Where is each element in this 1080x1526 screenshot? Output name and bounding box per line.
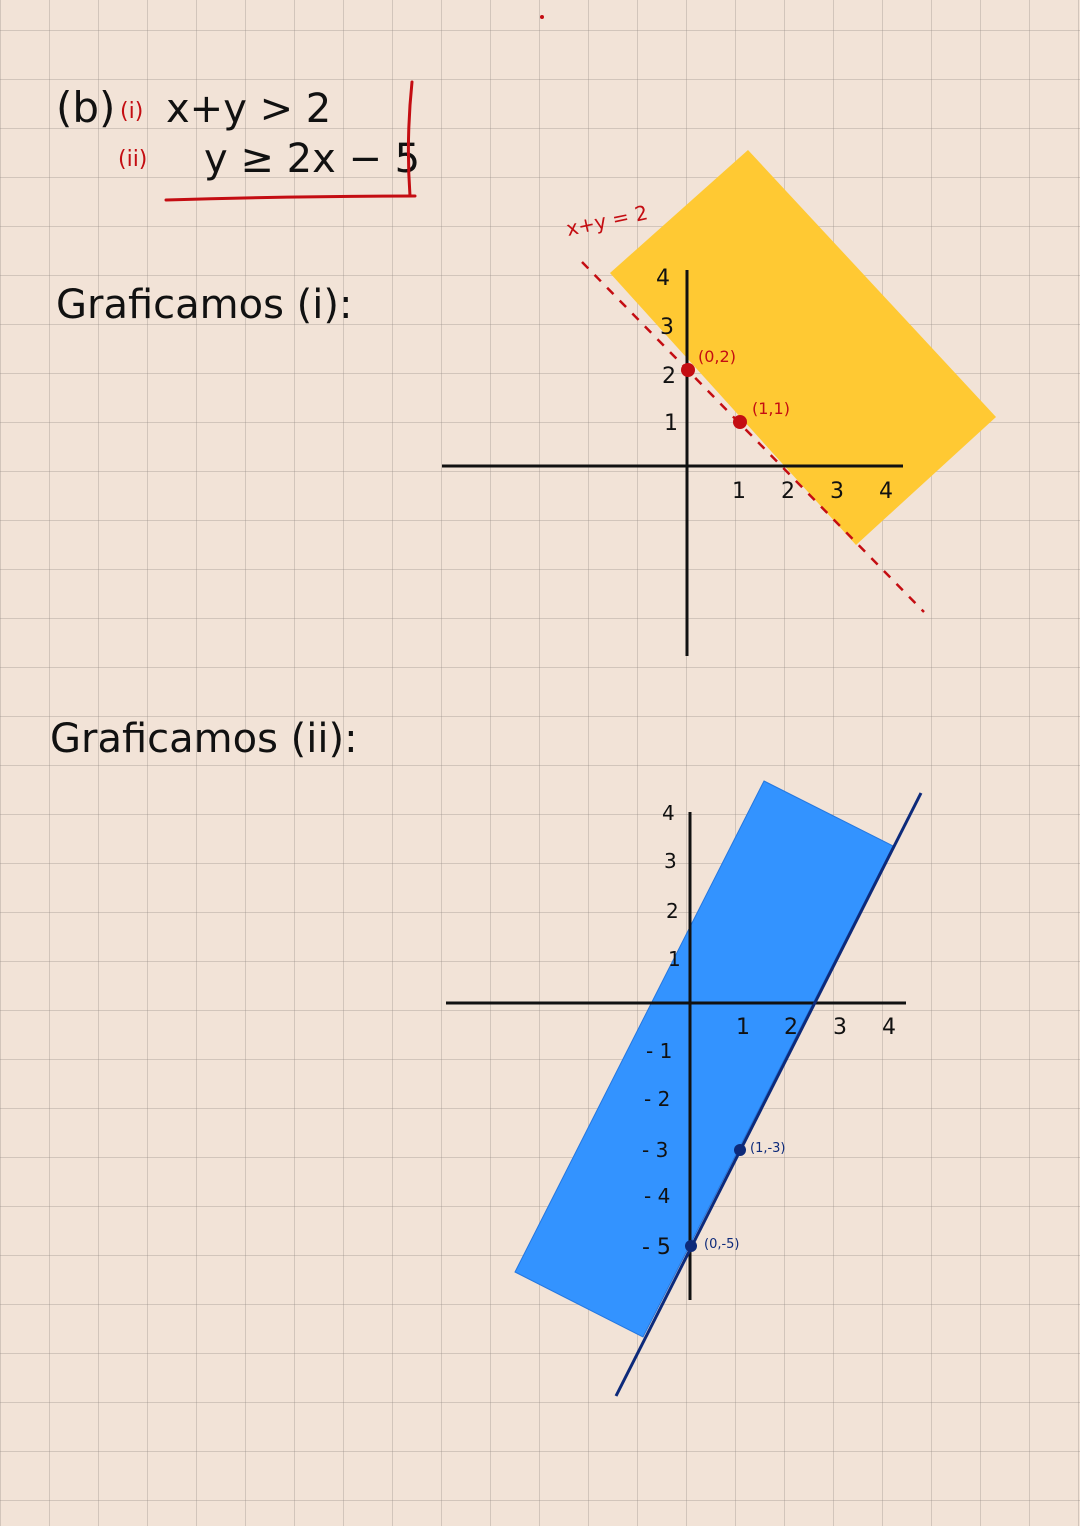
graph2-y-tick-neg1: - 1 — [646, 1039, 672, 1063]
graph2-y-tick-neg4: - 4 — [644, 1184, 670, 1208]
solution-bracket — [164, 80, 417, 202]
graph2-point-0-neg5-label: (0,-5) — [704, 1237, 740, 1252]
graph1-point-1-1 — [733, 415, 747, 429]
graph1-y-tick-1: 1 — [664, 411, 678, 436]
graph2-x-tick-4: 4 — [882, 1015, 896, 1040]
graph2-y-tick-2: 2 — [666, 899, 679, 923]
graph2-y-tick-4: 4 — [662, 801, 675, 825]
graph2: 1 2 3 4 1 2 3 4 - 1 - 2 - 3 - 4 - 5 (1,-… — [446, 780, 923, 1397]
graph1-point-0-2 — [681, 363, 695, 377]
graph2-y-tick-neg5: - 5 — [642, 1235, 671, 1260]
graph2-y-tick-neg2: - 2 — [644, 1087, 670, 1111]
graph1-x-tick-4: 4 — [879, 479, 893, 504]
graph1-point-1-1-label: (1,1) — [752, 399, 790, 418]
stray-dot — [540, 15, 544, 19]
part-label: (b) — [56, 83, 115, 132]
graph1-line-label: x+y = 2 — [564, 200, 650, 241]
graph1-y-tick-4: 4 — [656, 266, 670, 291]
ineq2-label: (ii) — [118, 147, 147, 172]
graph2-boundary-line — [614, 792, 923, 1397]
graph2-point-1-neg3 — [734, 1144, 746, 1156]
graph2-y-tick-neg3: - 3 — [642, 1138, 668, 1162]
ineq1-label: (i) — [120, 99, 143, 124]
graph2-x-tick-3: 3 — [833, 1015, 847, 1040]
graph2-x-tick-2: 2 — [784, 1015, 798, 1040]
graph2-x-tick-1: 1 — [736, 1015, 750, 1040]
graph1-shaded-region — [610, 150, 996, 545]
ineq1-text: x+y > 2 — [166, 86, 331, 132]
graph2-shaded-region — [514, 780, 894, 1338]
graph2-y-tick-1: 1 — [668, 947, 681, 971]
graph1-x-tick-1: 1 — [732, 479, 746, 504]
graph1-x-tick-3: 3 — [830, 479, 844, 504]
graph1-y-tick-3: 3 — [660, 315, 674, 340]
graph2-heading: Graficamos (ii): — [50, 716, 358, 762]
ineq2-text: y ≥ 2x − 5 — [204, 136, 420, 182]
graph2-point-0-neg5 — [685, 1240, 697, 1252]
problem-statement: (b) (i) x+y > 2 (ii) y ≥ 2x − 5 — [56, 80, 420, 202]
graph1-heading: Graficamos (i): — [56, 282, 352, 328]
graph1-x-tick-2: 2 — [781, 479, 795, 504]
graph1: x+y = 2 1 2 3 4 1 2 3 4 (0,2) (1,1) — [442, 150, 996, 656]
graph2-y-tick-3: 3 — [664, 849, 677, 873]
graph1-point-0-2-label: (0,2) — [698, 347, 736, 366]
graph1-y-tick-2: 2 — [662, 364, 676, 389]
graph2-point-1-neg3-label: (1,-3) — [750, 1141, 786, 1156]
